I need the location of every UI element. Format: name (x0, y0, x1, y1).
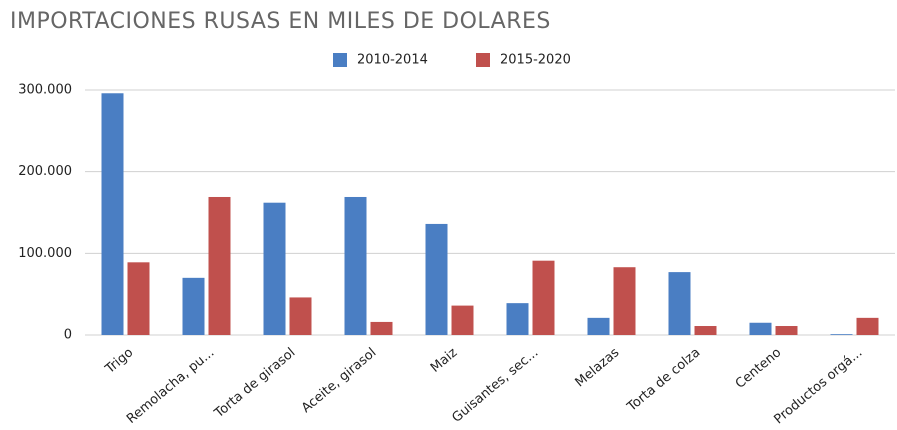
legend-swatch (476, 53, 490, 67)
bar (830, 334, 853, 335)
bar (856, 317, 879, 335)
bar (775, 326, 798, 335)
bar (613, 267, 636, 335)
bar (127, 262, 150, 335)
x-tick-label: Torta de colza (624, 345, 703, 415)
y-tick-label: 200.000 (18, 164, 72, 179)
x-tick-label: Trigo (102, 345, 136, 377)
x-tick-label: Melazas (573, 345, 623, 390)
x-tick-label: Aceite, girasol (299, 345, 379, 416)
legend-label: 2015-2020 (500, 53, 571, 68)
bar (344, 196, 367, 335)
bar (370, 321, 393, 335)
x-tick-label: Remolacha, pu... (124, 345, 217, 427)
x-tick-label: Guisantes, sec... (449, 345, 541, 425)
chart-title: IMPORTACIONES RUSAS EN MILES DE DOLARES (10, 9, 551, 34)
bar (208, 196, 231, 335)
x-tick-label: Centeno (733, 345, 785, 392)
x-tick-label: Torta de girasol (211, 345, 298, 421)
y-tick-label: 300.000 (18, 83, 72, 98)
bar (532, 260, 555, 335)
bar (694, 326, 717, 335)
bar (289, 297, 312, 335)
bar (668, 272, 691, 335)
legend-label: 2010-2014 (357, 53, 428, 68)
bar (182, 277, 205, 335)
y-tick-label: 0 (64, 328, 72, 343)
bar (506, 303, 529, 335)
bar (101, 93, 124, 336)
x-tick-label: Maiz (428, 345, 460, 376)
bar (425, 223, 448, 335)
bar (749, 322, 772, 335)
legend-swatch (333, 53, 347, 67)
x-tick-label: Productos orgá... (771, 345, 865, 427)
bar (263, 202, 286, 335)
bar (451, 305, 474, 335)
y-tick-label: 100.000 (18, 246, 72, 261)
bar (587, 317, 610, 335)
